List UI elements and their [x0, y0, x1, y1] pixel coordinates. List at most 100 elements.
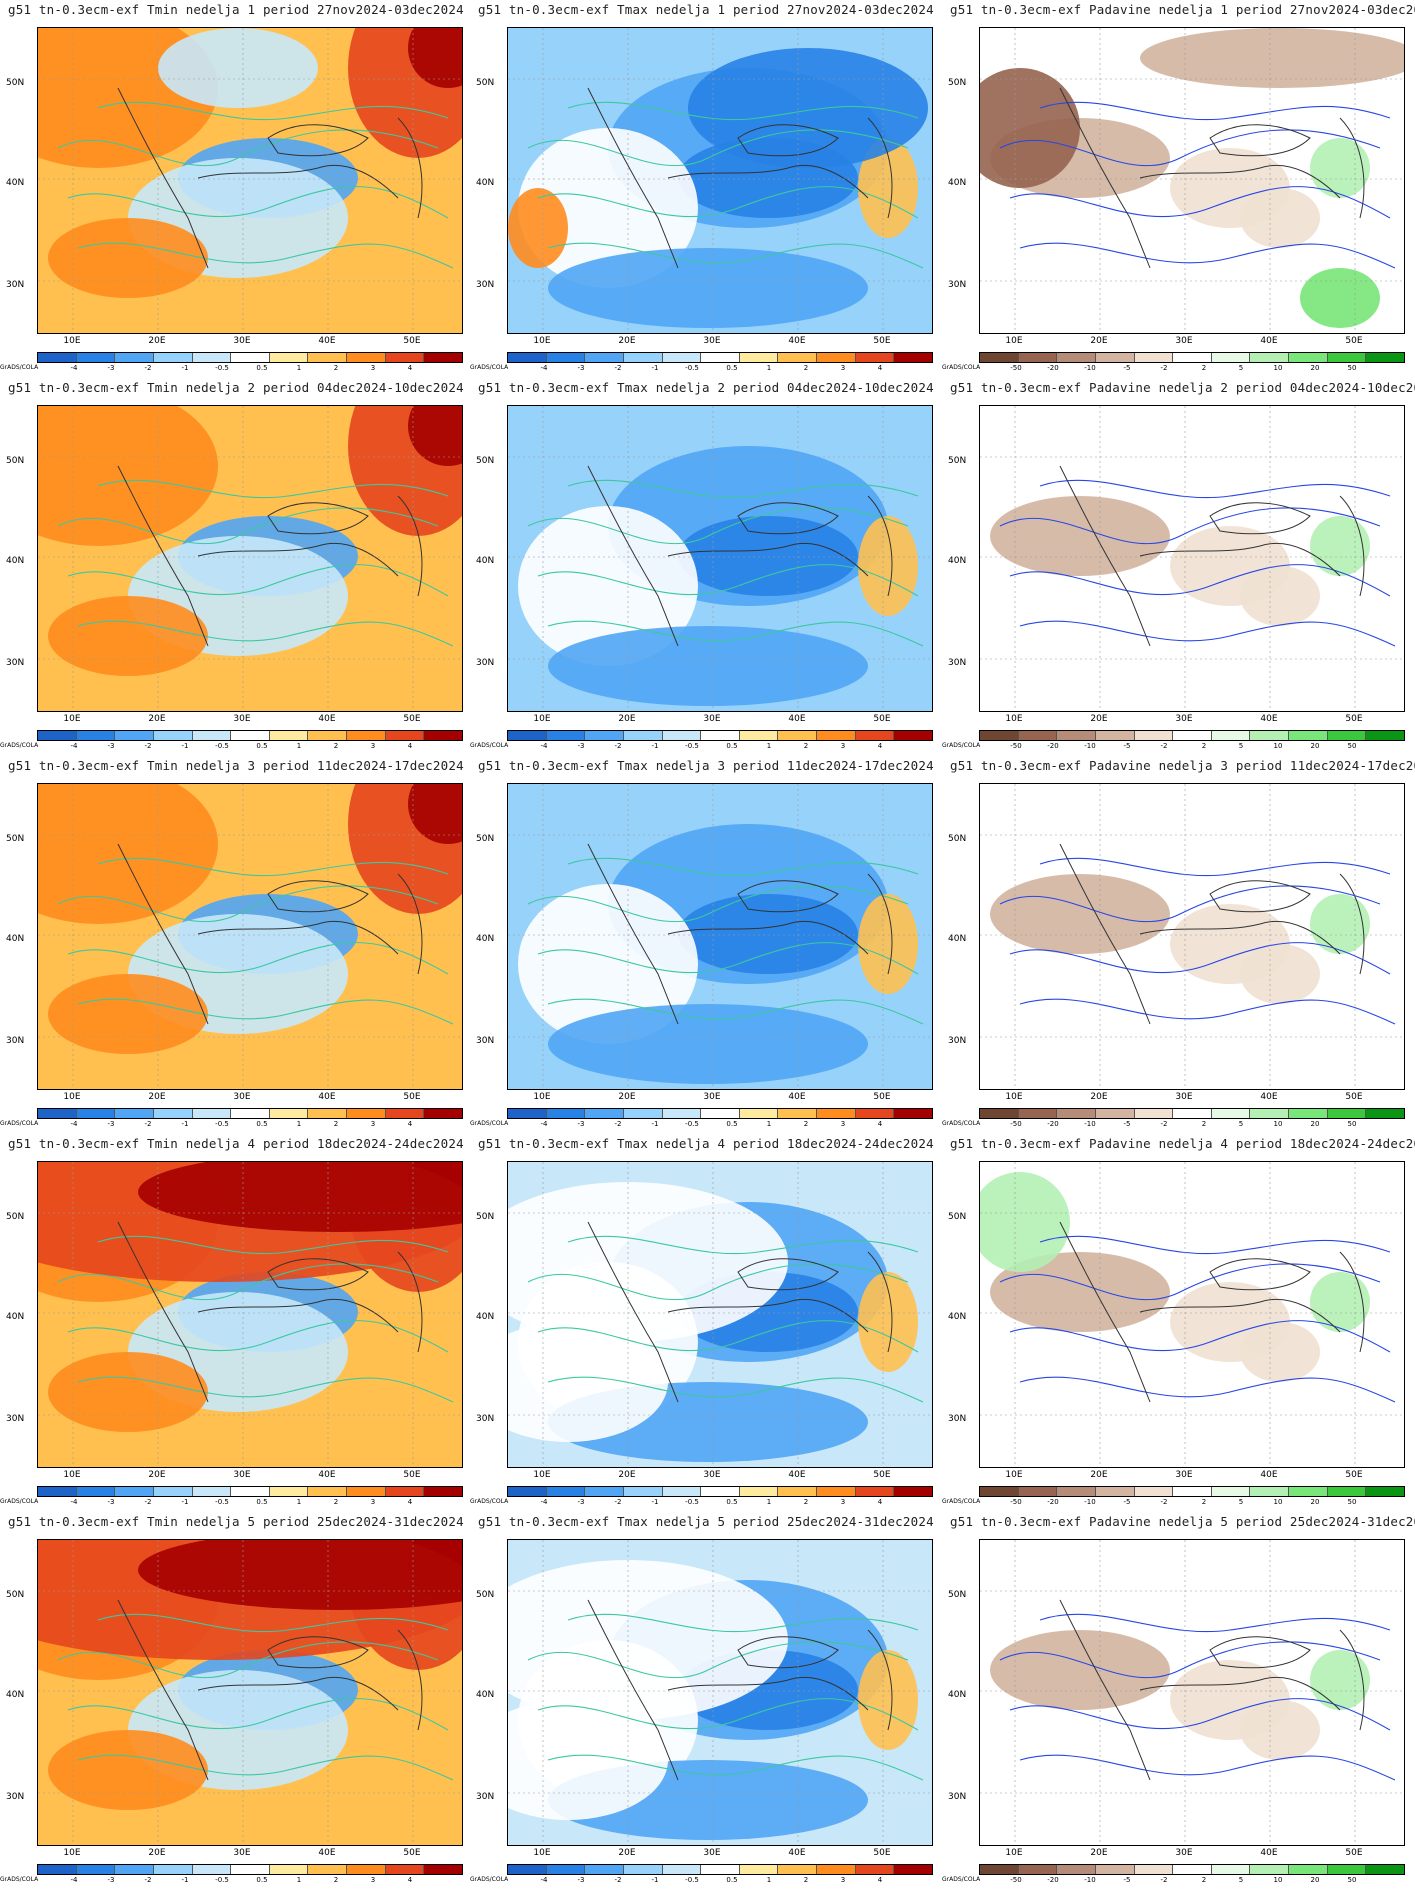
colorbar-swatch	[269, 731, 309, 740]
panel-title: g51 tn-0.3ecm-exf Tmin nedelja 2 period …	[8, 380, 464, 395]
map-panel-tmin: g51 tn-0.3ecm-exf Tmin nedelja 3 period …	[0, 756, 468, 1134]
map-field-svg	[508, 28, 932, 333]
colorbar-swatch	[701, 731, 740, 740]
colorbar-swatch	[269, 353, 309, 362]
colorbar-swatch	[115, 731, 154, 740]
colorbar-swatch	[585, 353, 624, 362]
colorbar-swatch	[269, 1109, 309, 1118]
colorbar-swatch	[1366, 1487, 1405, 1496]
colorbar-swatch	[385, 1487, 425, 1496]
isoline-contour	[527, 885, 909, 923]
colorbar-swatch	[623, 1487, 663, 1496]
isoline-contour	[1019, 1376, 1396, 1403]
coastline	[1339, 1629, 1365, 1731]
shaded-anomaly-region	[1240, 188, 1320, 248]
isoline-contour	[567, 1235, 919, 1255]
isoline-contour	[1039, 857, 1391, 877]
isoline-contour	[1039, 1613, 1391, 1633]
map-panel-tmin: g51 tn-0.3ecm-exf Tmin nedelja 2 period …	[0, 378, 468, 756]
colorbar-tick-label: -0.5	[215, 1120, 229, 1128]
colorbar-tick-label: 5	[1238, 1498, 1244, 1506]
colorbar-swatch	[385, 731, 425, 740]
longitude-label: 30E	[1175, 1470, 1193, 1480]
colorbar	[37, 1486, 463, 1497]
colorbar-swatch	[508, 1865, 547, 1874]
colorbar-swatch	[76, 1109, 116, 1118]
colorbar-tick-label: 4	[407, 1498, 413, 1506]
latitude-label: 50N	[6, 834, 25, 844]
longitude-label: 10E	[533, 1092, 551, 1102]
shaded-anomaly-region	[678, 894, 858, 974]
colorbar-tick-label: 1	[296, 1120, 302, 1128]
colorbar-tick-label: -2	[1160, 364, 1168, 372]
colorbar-tick-label: -0.5	[215, 1876, 229, 1884]
grads-cola-label: GrADS/COLA	[470, 742, 509, 749]
colorbar-swatch	[1173, 1865, 1212, 1874]
colorbar-tick-label: -4	[540, 1876, 548, 1884]
latitude-label: 30N	[476, 280, 495, 290]
colorbar-tick-label: 10	[1273, 1120, 1283, 1128]
latitude-label: 50N	[476, 1212, 495, 1222]
longitude-label: 40E	[318, 1848, 336, 1858]
colorbar-tick-label: 50	[1347, 1876, 1357, 1884]
map-field-svg	[980, 1540, 1404, 1845]
map-panel-tmax: g51 tn-0.3ecm-exf Tmax nedelja 2 period …	[470, 378, 938, 756]
colorbar-tick-label: 3	[370, 1120, 376, 1128]
colorbar-tick-label: 4	[407, 742, 413, 750]
colorbar-swatch	[38, 1865, 77, 1874]
isoline-contour	[1019, 620, 1396, 647]
colorbar-tick-label: 1	[766, 1498, 772, 1506]
map-field-svg	[508, 1162, 932, 1467]
isoline-contour	[999, 885, 1381, 923]
colorbar-swatch	[546, 1487, 586, 1496]
colorbar-tick-label: -2	[614, 1498, 622, 1506]
latitude-label: 30N	[476, 658, 495, 668]
colorbar-tick-label: 3	[370, 742, 376, 750]
colorbar-tick-label: 5	[1238, 742, 1244, 750]
longitude-label: 40E	[788, 714, 806, 724]
latitude-label: 50N	[476, 456, 495, 466]
latitude-label: 30N	[6, 1414, 25, 1424]
colorbar-swatch	[76, 1865, 116, 1874]
coastline	[397, 495, 423, 597]
colorbar-tick-label: -3	[107, 742, 115, 750]
map-panel-tmin: g51 tn-0.3ecm-exf Tmin nedelja 1 period …	[0, 0, 468, 378]
isoline-contour	[537, 564, 919, 597]
colorbar-swatch	[231, 731, 270, 740]
longitude-label: 30E	[233, 714, 251, 724]
longitude-label: 50E	[873, 1092, 891, 1102]
colorbar-swatch	[1211, 353, 1251, 362]
longitude-label: 40E	[1260, 336, 1278, 346]
colorbar-tick-label: -20	[1047, 364, 1059, 372]
shaded-anomaly-region	[678, 516, 858, 596]
colorbar-tick-label: 50	[1347, 364, 1357, 372]
latitude-label: 50N	[6, 78, 25, 88]
latitude-label: 30N	[6, 658, 25, 668]
colorbar-tick-label: 10	[1273, 742, 1283, 750]
latitude-label: 40N	[6, 1312, 25, 1322]
longitude-label: 30E	[703, 1470, 721, 1480]
colorbar-tick-label: -5	[1123, 1120, 1131, 1128]
coastline	[737, 880, 839, 913]
colorbar-swatch	[1095, 1109, 1135, 1118]
colorbar-swatch	[778, 731, 818, 740]
map-panel-tmax: g51 tn-0.3ecm-exf Tmax nedelja 5 period …	[470, 1512, 938, 1890]
colorbar-tick-label: 1	[766, 742, 772, 750]
longitude-label: 40E	[318, 336, 336, 346]
shaded-anomaly-region	[858, 138, 918, 238]
isoline-contour	[77, 620, 454, 647]
longitude-label: 10E	[533, 714, 551, 724]
colorbar-swatch	[1250, 1865, 1290, 1874]
longitude-label: 20E	[618, 1092, 636, 1102]
panel-title: g51 tn-0.3ecm-exf Tmin nedelja 4 period …	[8, 1136, 464, 1151]
colorbar-swatch	[1057, 731, 1096, 740]
colorbar-swatch	[385, 1109, 425, 1118]
colorbar-tick-label: 3	[840, 1120, 846, 1128]
longitude-label: 20E	[618, 714, 636, 724]
colorbar-tick-label: 50	[1347, 1120, 1357, 1128]
shaded-anomaly-region	[1240, 566, 1320, 626]
colorbar-swatch	[424, 1109, 463, 1118]
colorbar-swatch	[1289, 1487, 1328, 1496]
colorbar-tick-label: -2	[144, 364, 152, 372]
colorbar-swatch	[817, 1487, 856, 1496]
